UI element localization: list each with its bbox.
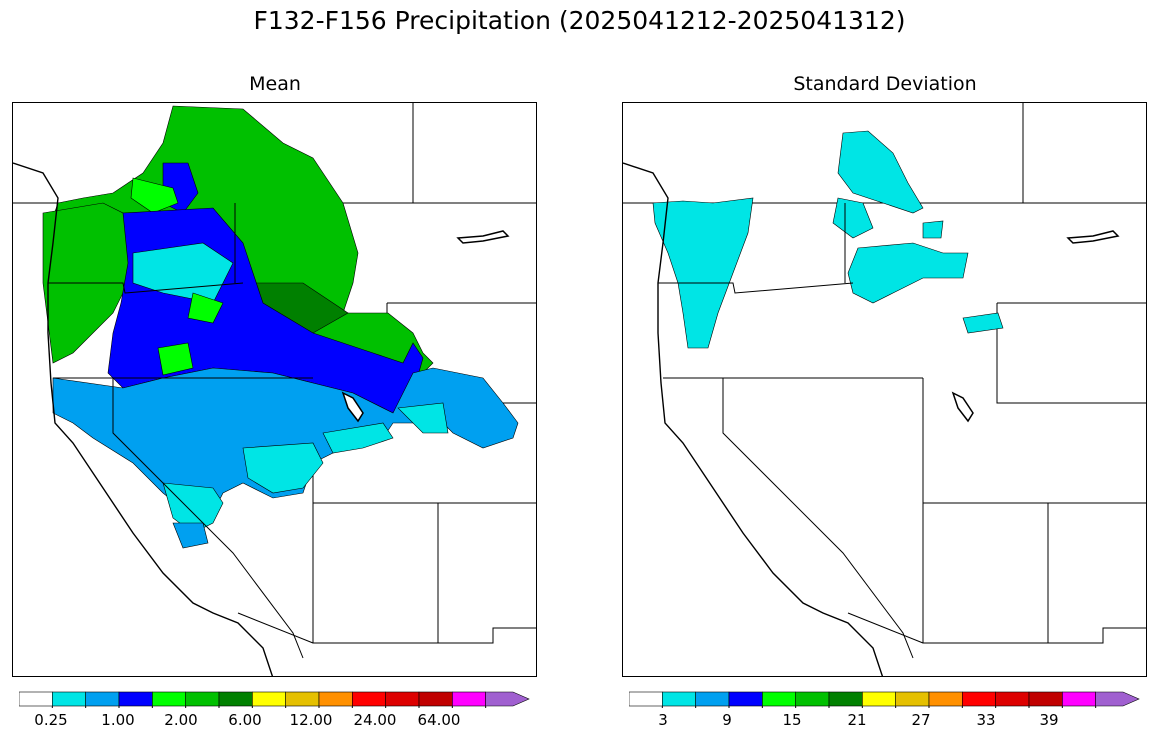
colorbar-swatch-9 [318,691,353,707]
mean-panel-title: Mean [249,73,301,95]
colorbar-swatch-0 [19,691,53,707]
stddev-map [622,102,1147,677]
stddev-colorbar-tick-2: 15 [782,711,802,729]
colorbar-swatch-7 [862,691,896,707]
stddev-panel-title: Standard Deviation [793,73,977,95]
figure-title: F132-F156 Precipitation (2025041212-2025… [253,6,906,35]
colorbar-swatch-12 [418,691,453,707]
stddev-colorbar-tick-0: 3 [658,711,668,729]
mean-colorbar-tick-3: 6.00 [228,711,262,729]
mean-map [12,102,537,677]
colorbar-swatch-0 [629,691,663,707]
colorbar-swatch-5 [795,691,830,707]
colorbar-swatch-14 [485,691,530,707]
mean-colorbar-tick-4: 12.00 [289,711,333,729]
colorbar-swatch-1 [662,691,696,707]
stddev-colorbar-tick-3: 21 [847,711,867,729]
colorbar-swatch-11 [995,691,1030,707]
mean-colorbar [19,691,530,708]
colorbar-swatch-10 [352,691,386,707]
colorbar-swatch-11 [385,691,420,707]
stddev-colorbar-tick-6: 39 [1039,711,1059,729]
stddev-colorbar-tick-1: 9 [722,711,732,729]
mean-colorbar-tick-1: 1.00 [101,711,135,729]
stddev-colorbar-tick-4: 27 [911,711,931,729]
colorbar-swatch-3 [728,691,763,707]
mean-colorbar-tick-2: 2.00 [164,711,198,729]
colorbar-swatch-14 [1095,691,1140,707]
colorbar-swatch-2 [695,691,730,707]
colorbar-swatch-9 [928,691,963,707]
mean-colorbar-tick-5: 24.00 [353,711,397,729]
colorbar-swatch-2 [85,691,120,707]
colorbar-swatch-1 [52,691,86,707]
colorbar-swatch-3 [118,691,153,707]
colorbar-swatch-13 [452,691,486,707]
mean-colorbar-tick-0: 0.25 [34,711,68,729]
colorbar-swatch-8 [895,691,930,707]
colorbar-swatch-13 [1062,691,1096,707]
colorbar-swatch-7 [252,691,286,707]
colorbar-swatch-12 [1028,691,1063,707]
stddev-map-svg [623,103,1146,676]
colorbar-swatch-5 [185,691,220,707]
colorbar-swatch-6 [828,691,863,707]
colorbar-swatch-10 [962,691,996,707]
colorbar-swatch-8 [285,691,320,707]
mean-map-svg [13,103,536,676]
colorbar-swatch-4 [762,691,796,707]
mean-colorbar-tick-6: 64.00 [417,711,461,729]
stddev-colorbar [629,691,1140,708]
colorbar-swatch-6 [218,691,253,707]
stddev-colorbar-tick-5: 33 [976,711,996,729]
colorbar-swatch-4 [152,691,186,707]
